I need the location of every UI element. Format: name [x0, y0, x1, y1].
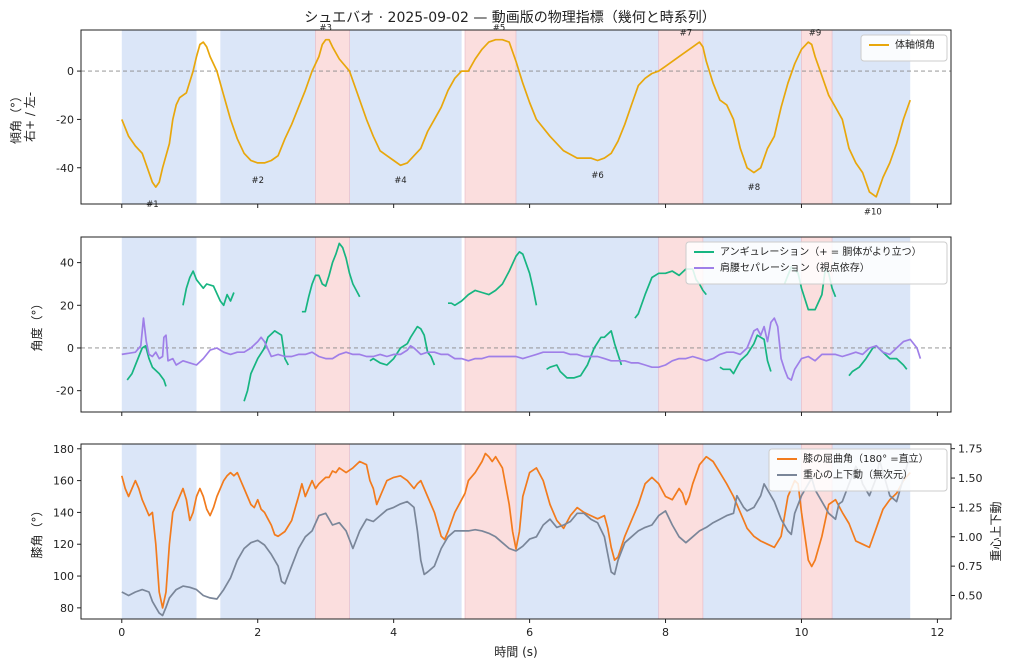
- y-axis-label: 角度（°）: [29, 297, 44, 351]
- phase-span-red: [315, 443, 350, 620]
- y-tick-label: 140: [53, 506, 74, 519]
- phase-span-blue: [121, 237, 197, 412]
- y-tick-label: 20: [60, 299, 74, 312]
- peak-annotation: #5: [493, 24, 506, 34]
- series-1-line: [369, 325, 436, 366]
- phase-span-red: [315, 236, 350, 413]
- phase-span-blue: [349, 444, 462, 619]
- legend-label: 膝の屈曲角（180° =直立）: [803, 452, 929, 465]
- y-tick-label: 80: [60, 602, 74, 615]
- x-tick-label: 0: [118, 626, 125, 639]
- phase-span-blue: [220, 444, 316, 619]
- axes-frame: [80, 236, 952, 413]
- y-axis-label: 右+ / 左-: [22, 92, 37, 142]
- series-1-line: [448, 251, 538, 307]
- phase-span-blue: [220, 237, 316, 412]
- y2-tick-label: 1.00: [958, 531, 983, 544]
- y-tick-label: -40: [56, 162, 74, 175]
- y-tick-label: -20: [56, 113, 74, 126]
- axes-frame: [80, 29, 952, 205]
- legend-box: [860, 34, 948, 62]
- panel-2: -20 0 20 40 角度（°） アンギュレーション（+ = 胴体がより立つ） 肩腰セパレ…: [29, 236, 952, 416]
- peak-annotation: #7: [680, 28, 693, 38]
- phase-span-blue: [516, 30, 659, 204]
- y-tick-label: 120: [53, 538, 74, 551]
- series-1-line: [182, 270, 235, 307]
- panel-1: -40 -20 0 傾角（°） 右+ / 左- #1 #2 #3 #4 #5 #6 #7 #8 #9 #10…: [9, 24, 952, 217]
- y2-tick-label: 1.25: [958, 501, 983, 514]
- legend-label: アンギュレーション（+ = 胴体がより立つ）: [720, 245, 922, 258]
- legend-box: [768, 448, 948, 492]
- x-tick-label: 10: [794, 626, 808, 639]
- series-1-line: [301, 242, 361, 313]
- y2-tick-label: 0.50: [958, 590, 983, 603]
- y-axis-label: 膝角（°）: [30, 504, 44, 558]
- phase-span-blue: [220, 30, 316, 204]
- phase-span-blue: [121, 30, 197, 204]
- peak-annotation: #8: [748, 183, 761, 193]
- phase-span-blue: [349, 30, 462, 204]
- series-1-line: [719, 334, 772, 375]
- legend-box: [685, 241, 948, 285]
- peak-annotation: #1: [146, 200, 159, 210]
- x-axis-label: 時間 (s): [494, 645, 537, 659]
- series-1-line: [546, 330, 623, 379]
- phase-span-red: [464, 29, 517, 205]
- phase-span-blue: [349, 237, 462, 412]
- legend: 体軸傾角: [860, 34, 948, 62]
- legend-label: 肩腰セパレーション（視点依存）: [720, 261, 870, 274]
- x-tick-label: 6: [526, 626, 533, 639]
- peak-annotation: #2: [251, 176, 264, 186]
- y-tick-label: 100: [53, 570, 74, 583]
- phase-span-red: [801, 29, 833, 205]
- x-tick-label: 8: [662, 626, 669, 639]
- peak-annotation: #6: [591, 171, 604, 181]
- y2-tick-label: 0.75: [958, 560, 983, 573]
- series-1-line: [243, 330, 290, 402]
- y-tick-label: 40: [60, 257, 74, 270]
- series-1-line: [126, 344, 167, 387]
- y2-axis-label: 重心上下動: [989, 501, 1003, 561]
- x-tick-label: 2: [254, 626, 261, 639]
- series-2-line: [121, 454, 912, 617]
- phase-span-blue: [516, 237, 659, 412]
- phase-span-red: [315, 29, 350, 205]
- y-tick-label: -20: [56, 385, 74, 398]
- phase-span-red: [658, 443, 704, 620]
- axes-frame: [80, 443, 952, 620]
- series-lines: [120, 452, 912, 617]
- y-axis-label: 傾角（°）: [9, 90, 23, 144]
- panel-3: 80 100 120 140 160 180 0 2 4 6 8 10 12 膝角（°） 0.50 0.75 1…: [30, 443, 1003, 639]
- peak-annotation: #3: [319, 24, 332, 34]
- y2-tick-label: 1.75: [958, 443, 983, 456]
- x-tick-label: 4: [390, 626, 397, 639]
- figure-title: シュエバオ · 2025-09-02 — 動画版の物理指標（幾何と時系列）: [304, 10, 716, 26]
- peak-annotation: #9: [809, 28, 822, 38]
- y-tick-label: 0: [67, 65, 74, 78]
- phase-span-red: [464, 443, 517, 620]
- y-tick-label: 180: [53, 443, 74, 456]
- peak-annotation: #4: [394, 176, 407, 186]
- legend-label: 重心の上下動（無次元）: [803, 468, 913, 481]
- phase-span-red: [464, 236, 517, 413]
- legend: 膝の屈曲角（180° =直立） 重心の上下動（無次元）: [768, 448, 948, 492]
- x-tick-label: 12: [930, 626, 944, 639]
- y2-tick-label: 1.50: [958, 472, 983, 485]
- series-2-line: [121, 317, 922, 381]
- y-tick-label: 0: [67, 342, 74, 355]
- legend: アンギュレーション（+ = 胴体がより立つ） 肩腰セパレーション（視点依存）: [685, 241, 948, 285]
- phase-span-blue: [702, 30, 802, 204]
- legend-label: 体軸傾角: [895, 38, 935, 51]
- series-lines: [121, 38, 912, 198]
- series-1-line: [121, 38, 912, 198]
- peak-annotation: #10: [864, 207, 882, 217]
- series-1-line: [120, 452, 911, 609]
- y-tick-label: 160: [53, 475, 74, 488]
- panels: -40 -20 0 傾角（°） 右+ / 左- #1 #2 #3 #4 #5 #6 #7 #8 #9 #10…: [9, 24, 1003, 639]
